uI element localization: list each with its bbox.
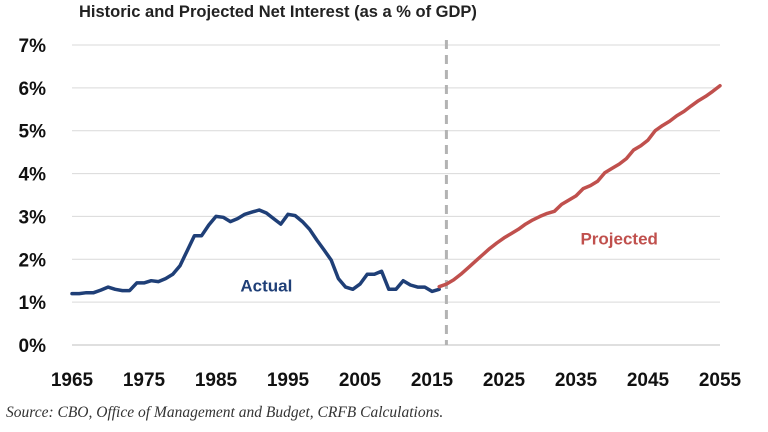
x-tick-label: 2015 bbox=[411, 370, 454, 391]
x-tick-label: 2035 bbox=[555, 370, 598, 391]
x-tick-label: 2045 bbox=[627, 370, 670, 391]
y-tick-label: 5% bbox=[19, 122, 47, 143]
source-note: Source: CBO, Office of Management and Bu… bbox=[6, 404, 444, 421]
x-tick-label: 1995 bbox=[267, 370, 310, 391]
y-tick-label: 1% bbox=[19, 293, 47, 314]
annotations: Actual Projected bbox=[240, 229, 658, 295]
series-line-actual bbox=[70, 208, 441, 296]
y-tick-label: 3% bbox=[19, 207, 47, 228]
x-tick-label: 2055 bbox=[699, 370, 742, 391]
chart-title: Historic and Projected Net Interest (as … bbox=[79, 3, 477, 21]
gridlines bbox=[72, 44, 720, 303]
y-axis-tick-labels: 0% 1% 2% 3% 4% 5% 6% 7% bbox=[19, 36, 47, 357]
x-tick-label: 2025 bbox=[483, 370, 526, 391]
y-tick-label: 2% bbox=[19, 250, 47, 271]
line-chart: 0% 1% 2% 3% 4% 5% 6% 7% 1965 1975 1985 1995 2005 201… bbox=[19, 36, 742, 391]
x-tick-label: 2005 bbox=[339, 370, 382, 391]
annotation-projected: Projected bbox=[580, 229, 657, 248]
x-tick-label: 1985 bbox=[195, 370, 238, 391]
series-layer bbox=[70, 83, 722, 296]
x-axis-tick-labels: 1965 1975 1985 1995 2005 2015 2025 2035 2045 2055 bbox=[51, 370, 742, 391]
y-tick-label: 4% bbox=[19, 165, 47, 186]
annotation-actual: Actual bbox=[240, 276, 292, 295]
x-tick-label: 1975 bbox=[123, 370, 166, 391]
y-tick-label: 0% bbox=[19, 336, 47, 357]
x-tick-label: 1965 bbox=[51, 370, 94, 391]
series-line-projected bbox=[437, 83, 722, 289]
y-tick-label: 6% bbox=[19, 79, 47, 100]
y-tick-label: 7% bbox=[19, 36, 47, 57]
